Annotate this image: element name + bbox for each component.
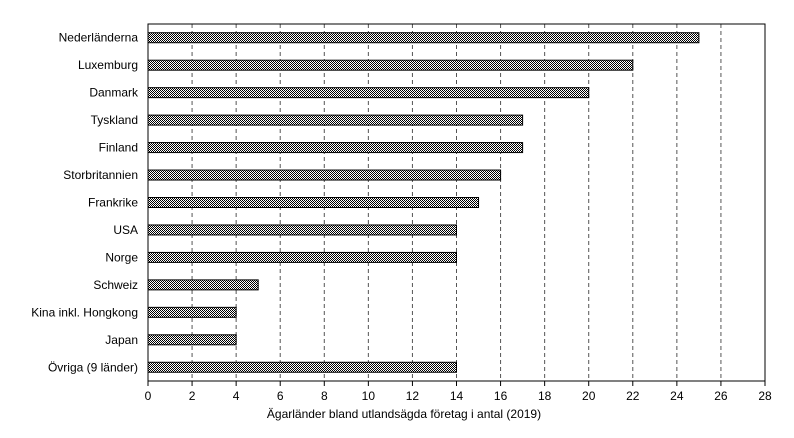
bar [147,59,634,71]
bars [147,32,700,373]
x-tick-label: 16 [494,389,508,403]
x-tick-label: 6 [277,389,284,403]
x-tick-label: 0 [145,389,152,403]
category-label: Frankrike [88,196,138,210]
x-tick-label: 28 [758,389,772,403]
category-label: Norge [105,250,138,264]
x-axis-title: Ägarländer bland utlandsägda företag i a… [267,407,541,421]
x-tick-label: 12 [406,389,420,403]
category-label: Japan [105,333,138,347]
category-label: Nederländerna [59,31,139,45]
x-tick-label: 20 [582,389,596,403]
bar [147,197,480,208]
x-tick-label: 24 [670,389,684,403]
bar [147,87,590,99]
axes [147,23,766,386]
x-tick-label: 10 [362,389,376,403]
x-tick-label: 4 [233,389,240,403]
x-tick-label: 18 [538,389,552,403]
x-tick-label: 2 [189,389,196,403]
bar [147,114,524,126]
bar [147,306,237,318]
bar [147,334,237,346]
bar [147,142,524,154]
category-label: Luxemburg [78,58,138,72]
x-tick-labels: 0 2 4 6 8 10 12 14 16 18 20 22 24 26 28 [145,389,772,403]
x-tick-label: 22 [626,389,640,403]
category-label: Finland [99,141,138,155]
bar [147,279,259,291]
x-tick-label: 14 [450,389,464,403]
bar [147,361,457,373]
category-labels: Nederländerna Luxemburg Danmark Tyskland Fin… [31,31,139,375]
category-label: Övriga (9 länder) [48,360,138,374]
category-label: Tyskland [91,113,138,127]
x-tick-label: 26 [714,389,728,403]
category-label: Storbritannien [63,168,138,182]
category-label: USA [113,223,138,237]
category-label: Kina inkl. Hongkong [31,305,138,319]
x-tick-label: 8 [321,389,328,403]
bar [147,169,502,181]
bar [147,32,700,44]
category-label: Schweiz [93,278,138,292]
bar [147,251,457,263]
category-label: Danmark [89,86,139,100]
bar [147,224,457,236]
